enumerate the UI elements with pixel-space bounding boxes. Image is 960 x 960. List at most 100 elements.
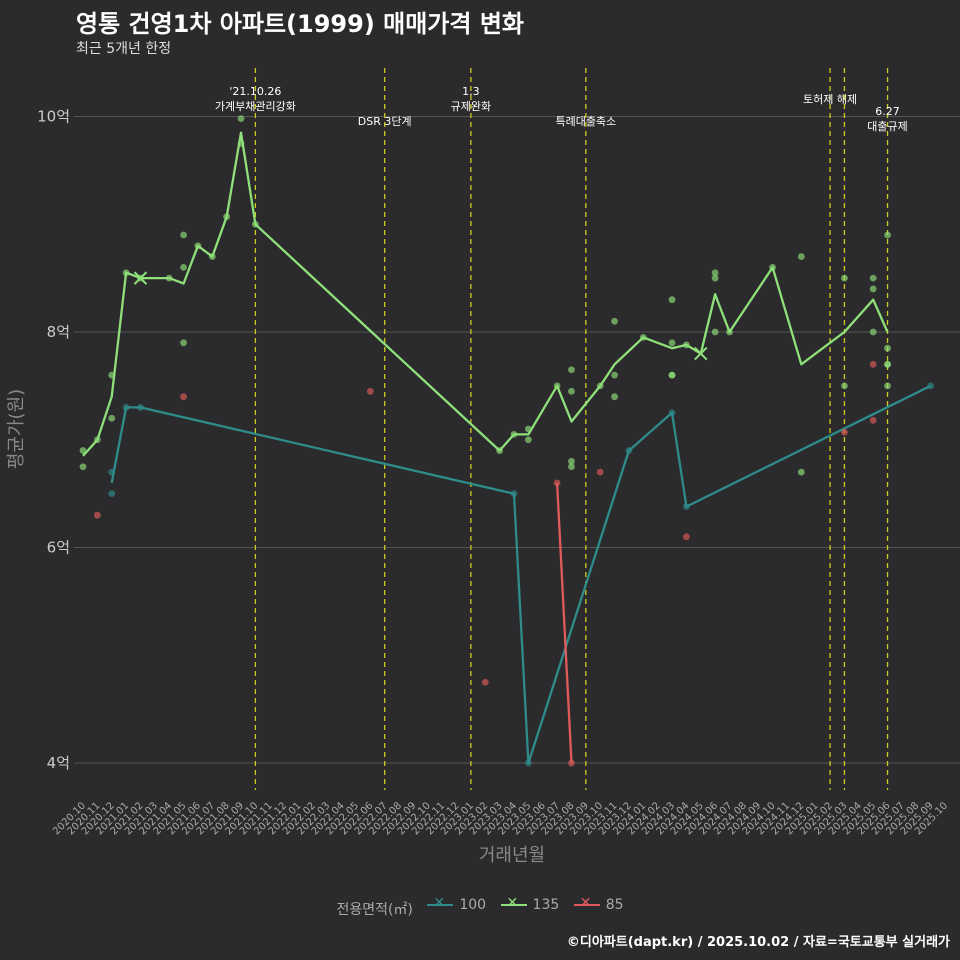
data-point-135 xyxy=(237,115,245,123)
data-point-135 xyxy=(79,463,87,471)
data-point-100 xyxy=(683,503,690,510)
legend-item-100: 100 xyxy=(427,895,487,914)
data-point-85 xyxy=(869,416,877,424)
legend-label-135: 135 xyxy=(532,897,560,913)
cross-marker-135 xyxy=(133,271,148,285)
series-line-85 xyxy=(555,482,573,764)
data-point-135 xyxy=(668,296,676,304)
data-point-135 xyxy=(79,447,87,454)
data-point-135 xyxy=(769,263,776,271)
data-point-100 xyxy=(668,409,676,417)
x-axis-title: 거래년월 xyxy=(479,845,545,866)
data-point-135 xyxy=(869,328,877,336)
data-point-135 xyxy=(611,317,618,325)
data-point-135 xyxy=(208,253,216,260)
data-point-100 xyxy=(510,490,518,498)
data-point-135 xyxy=(165,274,173,282)
data-point-135 xyxy=(884,360,891,368)
legend-swatch-100 xyxy=(427,895,454,914)
data-point-135 xyxy=(841,382,848,390)
data-point-135 xyxy=(180,263,187,271)
data-point-85 xyxy=(596,468,604,476)
policy-annotation-label: 가계부채관리강화 xyxy=(215,100,296,113)
data-point-100 xyxy=(927,382,935,390)
data-point-85 xyxy=(841,428,848,436)
data-point-85 xyxy=(93,511,101,519)
data-point-135 xyxy=(639,334,647,341)
data-point-85 xyxy=(869,360,877,368)
legend-swatch-135 xyxy=(500,895,527,914)
legend-title: 전용면적(㎡) xyxy=(336,902,413,918)
series-line-135 xyxy=(82,131,889,457)
data-point-135 xyxy=(524,425,532,433)
legend-item-135: 135 xyxy=(500,895,560,914)
data-point-135 xyxy=(510,430,518,438)
chart-subtitle: 최근 5개년 한정 xyxy=(76,41,172,57)
data-point-135 xyxy=(223,213,231,221)
data-point-135 xyxy=(726,328,733,336)
data-point-135 xyxy=(884,231,891,239)
data-point-135 xyxy=(797,468,805,476)
data-point-135 xyxy=(869,274,877,282)
policy-annotation-label: 규제완화 xyxy=(451,100,491,113)
data-point-135 xyxy=(568,387,575,395)
data-point-135 xyxy=(237,140,245,147)
data-point-135 xyxy=(108,414,116,422)
data-point-135 xyxy=(668,371,676,379)
data-point-135 xyxy=(568,463,575,471)
legend: 전용면적(㎡) 100 135 85 xyxy=(0,895,960,919)
data-point-135 xyxy=(611,371,618,379)
data-point-85 xyxy=(180,393,187,401)
data-point-135 xyxy=(711,274,719,282)
legend-label-85: 85 xyxy=(605,897,624,913)
data-point-100 xyxy=(524,759,532,767)
data-point-135 xyxy=(568,366,575,374)
y-tick-label: 4억 xyxy=(47,754,70,772)
data-point-100 xyxy=(137,404,144,411)
data-point-135 xyxy=(568,457,575,465)
data-point-135 xyxy=(93,436,101,444)
data-point-100 xyxy=(122,404,130,411)
legend-label-100: 100 xyxy=(459,897,487,913)
data-point-135 xyxy=(668,339,676,347)
data-point-135 xyxy=(869,285,877,293)
data-point-135 xyxy=(496,447,504,454)
policy-annotation-label: DSR 3단계 xyxy=(358,115,412,128)
y-tick-label: 8억 xyxy=(47,323,70,341)
data-point-135 xyxy=(252,220,259,228)
data-point-135 xyxy=(596,382,604,390)
data-point-135 xyxy=(553,382,561,390)
data-point-135 xyxy=(611,393,618,401)
data-point-135 xyxy=(180,231,187,239)
policy-annotation-label: '21.10.26 xyxy=(229,85,281,98)
data-point-100 xyxy=(108,468,116,476)
data-point-135 xyxy=(180,339,187,347)
policy-annotation-label: 6.27 xyxy=(875,105,900,118)
policy-annotation-label: 대출규제 xyxy=(867,120,907,133)
policy-annotation-label: 특례대출축소 xyxy=(555,115,616,128)
legend-swatch-85 xyxy=(573,895,600,914)
data-point-135 xyxy=(108,371,116,379)
data-point-85 xyxy=(683,533,690,541)
data-point-135 xyxy=(711,269,719,277)
cross-marker-135 xyxy=(694,346,708,361)
chart-title: 영통 건영1차 아파트(1999) 매매가격 변화 xyxy=(76,10,524,38)
data-point-85 xyxy=(568,759,575,767)
y-tick-label: 10억 xyxy=(37,107,70,125)
y-tick-label: 6억 xyxy=(47,539,70,557)
data-point-135 xyxy=(524,436,532,444)
source-caption: ©디아파트(dapt.kr) / 2025.10.02 / 자료=국토교통부 실… xyxy=(566,935,950,950)
data-point-135 xyxy=(711,328,719,336)
data-point-100 xyxy=(108,490,116,498)
y-axis-title: 평균가(원) xyxy=(6,389,27,469)
legend-item-85: 85 xyxy=(573,895,624,914)
data-point-135 xyxy=(797,253,805,260)
data-point-135 xyxy=(884,344,891,352)
data-point-135 xyxy=(683,341,690,349)
policy-annotation-label: 토허제 해제 xyxy=(803,92,857,106)
data-point-135 xyxy=(194,242,202,250)
policy-annotation-label: 1.3 xyxy=(462,85,480,98)
data-point-85 xyxy=(366,387,374,395)
data-point-135 xyxy=(884,382,891,390)
